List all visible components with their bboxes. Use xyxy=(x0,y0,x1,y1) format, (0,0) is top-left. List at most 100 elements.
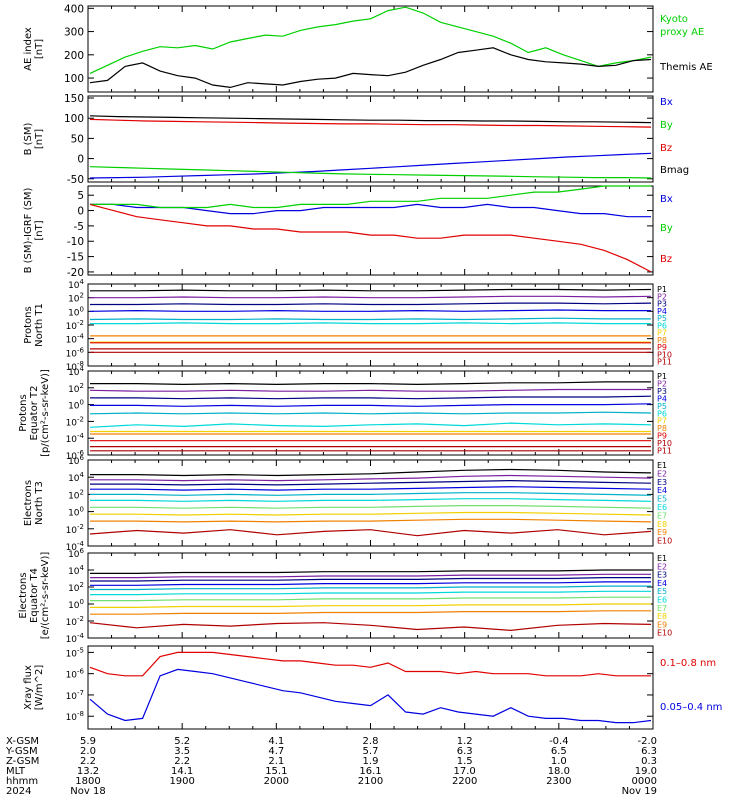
time-axis-value: 14.1 xyxy=(171,766,193,777)
legend-entry: E10 xyxy=(657,629,672,638)
time-axis-value: 1800 xyxy=(75,776,100,787)
legend-entry: P1 xyxy=(657,372,667,381)
time-axis-value: 4.1 xyxy=(268,736,284,747)
series-enorth-e5 xyxy=(90,492,652,496)
series-ae-themis-ae xyxy=(89,47,652,89)
legend-entry: P10 xyxy=(657,439,672,448)
y-axis-label: Equator T4 xyxy=(29,568,40,623)
series-enorth-e1 xyxy=(90,468,652,477)
y-axis-label: Electrons xyxy=(23,480,34,526)
time-axis-value: Nov 19 xyxy=(622,786,657,797)
legend-entry: E2 xyxy=(657,469,667,478)
legend-entry: E5 xyxy=(657,495,667,504)
time-axis-value: 2100 xyxy=(358,776,383,787)
legend-entry: Themis AE xyxy=(659,62,713,73)
y-tick-label: 104 xyxy=(68,365,84,378)
legend-entry: E5 xyxy=(657,587,667,596)
y-tick-label: 5 xyxy=(77,190,84,202)
legend-entry: E7 xyxy=(657,511,667,520)
y-tick-label: 100 xyxy=(68,399,84,412)
time-axis-value: 5.7 xyxy=(363,746,379,757)
time-axis-row-label: MLT xyxy=(6,766,26,777)
y-tick-label: 10-6 xyxy=(66,449,85,462)
y-tick-label: 300 xyxy=(64,27,84,39)
legend-entry: Kyoto xyxy=(660,14,688,25)
legend-entry: P8 xyxy=(657,424,667,433)
time-axis-value: 13.2 xyxy=(77,766,99,777)
legend-entry: P4 xyxy=(657,307,667,316)
series-peq-p4 xyxy=(90,403,652,407)
series-enorth-e8 xyxy=(90,511,652,516)
y-tick-label: 104 xyxy=(68,471,84,484)
y-axis-label: B (SM)-IGRF (SM) xyxy=(23,188,34,274)
y-tick-label: 10-4 xyxy=(66,333,85,346)
panel-peq: 104 102 100 10-2 10-4 10-6 Protons Equator T2 [p… xyxy=(18,365,672,462)
time-axis-value: -0.4 xyxy=(549,736,569,747)
series-enorth-e9 xyxy=(90,518,652,523)
time-axis-row-label: hhmm xyxy=(6,776,38,787)
y-axis-label: [nT] xyxy=(34,129,45,149)
legend-entry: E6 xyxy=(657,503,667,512)
series-enorth-e2 xyxy=(90,474,652,482)
y-tick-label: 200 xyxy=(64,50,84,62)
series-enorth-e4 xyxy=(90,486,652,491)
y-tick-label: 100 xyxy=(64,73,84,85)
legend-entry: 0.05–0.4 nm xyxy=(660,702,722,713)
panel-eeq: 106 104 102 100 10-2 10-4 Electrons Equator T4[… xyxy=(18,547,672,645)
legend-entry: E6 xyxy=(657,596,667,605)
legend-entry: P2 xyxy=(657,292,667,301)
legend-entry: 0.1–0.8 nm xyxy=(660,658,716,669)
y-tick-label: 10-6 xyxy=(66,346,85,359)
time-axis-value: 5.2 xyxy=(174,736,190,747)
y-axis-label: North T1 xyxy=(34,303,45,347)
time-axis-value: 5.9 xyxy=(80,736,96,747)
time-axis-value: 1.0 xyxy=(551,756,567,767)
y-tick-label: 102 xyxy=(68,292,84,305)
time-axis-row-label: Y-GSM xyxy=(5,746,38,757)
y-tick-label: 102 xyxy=(68,488,84,501)
time-axis-value: 2000 xyxy=(264,776,289,787)
series-eeq-e5 xyxy=(90,585,651,591)
series-eeq-e3 xyxy=(90,576,651,582)
time-axis-value: 1.9 xyxy=(363,756,379,767)
legend-entry: P9 xyxy=(657,343,667,352)
time-axis-value: 2.8 xyxy=(363,736,379,747)
y-tick-label: 10-4 xyxy=(66,432,85,445)
y-tick-label: 102 xyxy=(68,581,84,594)
series-eeq-e2 xyxy=(90,573,651,579)
legend-entry: E9 xyxy=(657,528,667,537)
legend-entry: P3 xyxy=(657,387,667,396)
y-tick-label: 10-2 xyxy=(66,319,84,332)
legend-entry: By xyxy=(660,223,673,234)
legend-entry: P3 xyxy=(657,300,667,309)
legend-entry: P6 xyxy=(657,409,667,418)
time-axis-value: Nov 18 xyxy=(70,786,105,797)
time-axis-row-label: X-GSM xyxy=(6,736,39,747)
time-axis-value: 0.3 xyxy=(641,756,657,767)
y-tick-label: -10 xyxy=(67,236,84,248)
series-enorth-e3 xyxy=(90,479,652,486)
legend-entry: Bmag xyxy=(660,165,689,176)
y-tick-label: 0 xyxy=(77,206,84,218)
series-enorth-e7 xyxy=(90,505,652,509)
legend-entry: P11 xyxy=(657,358,672,367)
y-tick-label: -5 xyxy=(74,221,84,233)
panel-ae: 400 300 200 100 AE index [nT] Kyoto proxy AE The… xyxy=(23,3,713,93)
y-tick-label: -20 xyxy=(67,267,84,279)
legend-entry: E7 xyxy=(657,604,667,613)
series-peq-p6 xyxy=(89,422,652,428)
series-bdiff-bz xyxy=(89,203,652,273)
series-xray-0-05-0-4-nm xyxy=(89,668,652,724)
y-tick-label: 102 xyxy=(68,382,84,395)
y-axis-label: Protons xyxy=(23,306,34,343)
y-axis-label: [W/m^2] xyxy=(34,665,45,711)
legend-entry: P8 xyxy=(657,336,667,345)
y-tick-label: 150 xyxy=(64,93,84,105)
series-peq-p5 xyxy=(89,411,652,415)
legend-entry: P5 xyxy=(657,314,667,323)
y-axis-label: Xray flux xyxy=(23,665,34,710)
panel-bdiff: 5 0 -5 -10 -15 -20 B (SM)-IGRF (SM) [nT] Bx By Bz xyxy=(23,185,673,279)
series-pnorth-p6 xyxy=(90,322,651,325)
